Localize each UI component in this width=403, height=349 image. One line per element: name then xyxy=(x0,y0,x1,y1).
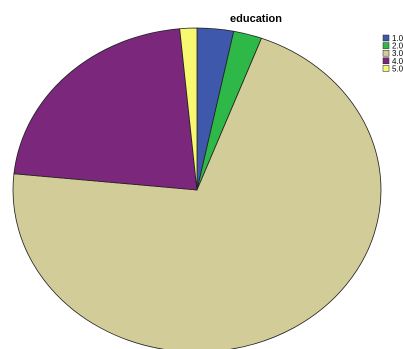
legend-swatch-2-0 xyxy=(382,42,390,49)
legend-swatch-5-0 xyxy=(382,65,390,72)
pie-slice-3-0 xyxy=(12,37,382,349)
legend-label-4-0: 4.0 xyxy=(392,57,403,66)
legend-swatch-4-0 xyxy=(382,57,390,65)
legend-label-3-0: 3.0 xyxy=(392,49,403,58)
legend-swatch-1-0 xyxy=(382,34,390,42)
legend-label-5-0: 5.0 xyxy=(392,64,403,73)
pie-slice-5-0 xyxy=(179,27,198,191)
legend-label-2-0: 2.0 xyxy=(392,42,403,51)
chart-title: education xyxy=(230,13,282,25)
pie-slices xyxy=(12,27,382,349)
pie-slice-4-0 xyxy=(13,28,198,191)
legend-swatch-3-0 xyxy=(382,49,390,57)
legend-label-1-0: 1.0 xyxy=(392,34,403,43)
legend: 1.02.03.04.05.0 xyxy=(382,34,403,73)
